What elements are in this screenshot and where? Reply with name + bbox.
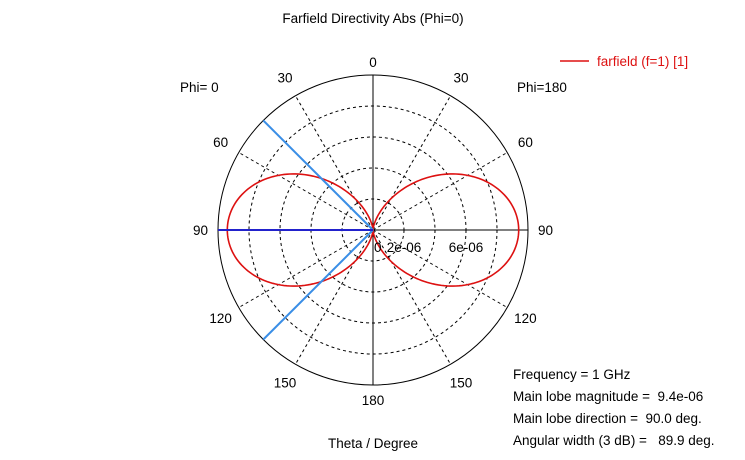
spoke-30-left [295,95,374,231]
angle-tick-90-left: 90 [193,223,208,238]
angle-tick-60-right: 60 [518,135,533,150]
beam-width-line-0 [262,119,374,231]
phi-right-label: Phi=180 [517,80,567,95]
angle-tick-90-right: 90 [538,223,553,238]
spoke-60-left [238,152,374,231]
angle-tick-150-left: 150 [274,375,297,390]
marker-lines [218,119,374,341]
legend-label: farfield (f=1) [1] [597,54,688,69]
spoke-120-right [372,229,508,308]
angle-tick-120-left: 120 [209,311,232,326]
angle-tick-30-right: 30 [453,71,468,86]
radial-tick-label-0: 0 [374,240,382,255]
angle-tick-120-right: 120 [514,311,537,326]
info-angular-width: Angular width (3 dB) = 89.9 deg. [513,433,715,448]
phi-left-label: Phi= 0 [180,80,219,95]
angle-tick-0-right: 0 [369,55,377,70]
legend: farfield (f=1) [1] [560,54,688,69]
x-axis-label: Theta / Degree [328,436,418,451]
info-main-lobe-direction: Main lobe direction = 90.0 deg. [513,411,702,426]
angle-tick-60-left: 60 [213,135,228,150]
radial-tick-label-2: 6e-06 [449,240,484,255]
info-main-lobe-magnitude: Main lobe magnitude = 9.4e-06 [513,389,704,404]
angle-tick-150-right: 150 [450,375,473,390]
spoke-30-right [372,95,451,231]
spoke-60-right [372,152,508,231]
pattern-lobe-right [372,173,520,287]
angle-tick-180-right: 180 [362,393,385,408]
spoke-120-left [238,229,374,308]
spoke-150-left [295,229,374,365]
chart-title: Farfield Directivity Abs (Phi=0) [282,11,463,26]
angle-tick-30-left: 30 [277,71,292,86]
polar-grid [217,74,529,386]
radial-tick-label-1: 2e-06 [387,240,422,255]
angle-ticks: 0 30 30 60 60 90 90 120 120 150 150 180 0 2e-06 6e-06 [193,55,553,408]
info-frequency: Frequency = 1 GHz [513,367,631,382]
spoke-150-right [372,229,451,365]
beam-width-line-1 [262,229,374,341]
